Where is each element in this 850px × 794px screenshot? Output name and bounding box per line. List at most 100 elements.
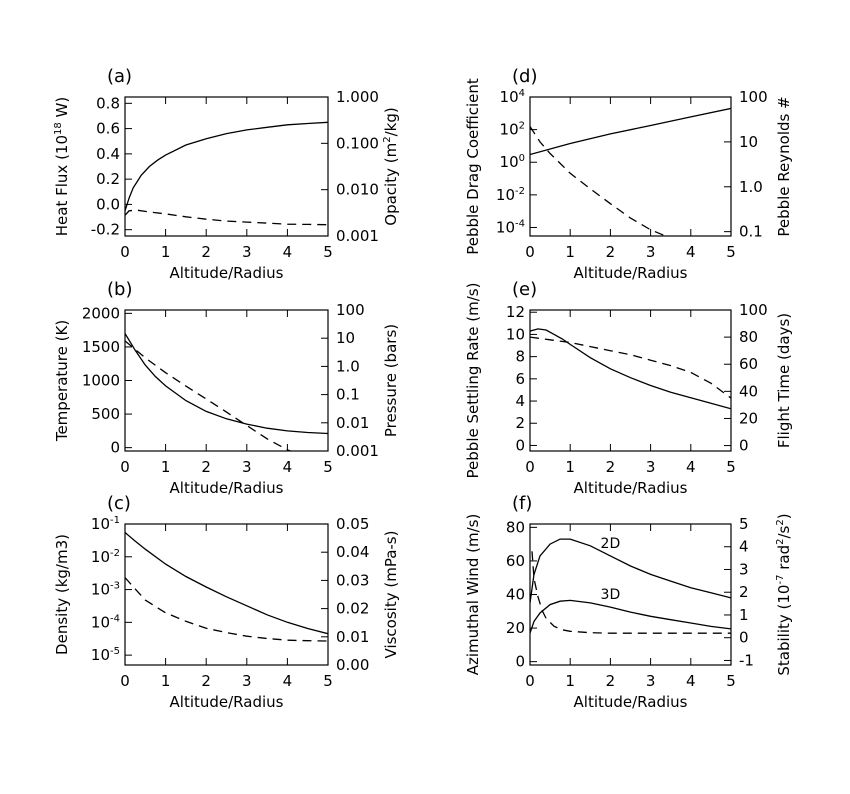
panel-label: (f): [512, 493, 532, 514]
series-temperature: [125, 333, 328, 435]
panel-e: (e)0 1 2 3 4 5Altitude/Radius0246810120204060…: [464, 279, 793, 497]
right-axis-label: Pebble Reynolds #: [775, 96, 793, 236]
right-axis-label: Opacity (m2/kg): [382, 107, 400, 225]
left-axis-label: Heat Flux (1018 W): [53, 97, 71, 236]
left-tick-label: 60: [506, 552, 525, 570]
left-tick-label: 6: [515, 370, 525, 388]
x-tick-label: 2: [606, 243, 616, 261]
series-opacity: [125, 209, 328, 226]
right-tick-label: 0.01: [336, 414, 369, 432]
right-tick-label: 10: [739, 133, 758, 151]
right-tick-label: 20: [739, 409, 758, 427]
right-tick-label: 0: [739, 629, 749, 647]
left-tick-label: 2000: [82, 304, 120, 322]
right-tick-label: 0.05: [336, 515, 369, 533]
x-tick-label: 4: [686, 458, 696, 476]
left-tick-label: 100: [500, 153, 525, 171]
right-tick-label: 0.02: [336, 600, 369, 618]
right-tick-label: 0.001: [336, 442, 379, 460]
annotation-2d: 2D: [601, 536, 621, 552]
x-tick-label: 3: [646, 458, 656, 476]
left-tick-label: 102: [500, 121, 525, 139]
left-tick-label: 10-4: [91, 613, 120, 631]
series-reynolds-number: [530, 126, 669, 236]
left-tick-label: 80: [506, 518, 525, 536]
series-settling-rate: [530, 328, 731, 410]
left-tick-label: 1000: [82, 372, 120, 390]
x-tick-label: 4: [686, 243, 696, 261]
panel-label: (a): [107, 66, 132, 87]
x-tick-label: 0: [120, 672, 130, 690]
panel-label: (b): [107, 279, 132, 300]
x-tick-label: 4: [686, 672, 696, 690]
left-tick-label: 10-5: [91, 646, 120, 664]
x-tick-label: 4: [283, 458, 293, 476]
series-viscosity: [125, 577, 328, 642]
left-tick-label: 12: [506, 303, 525, 321]
panel-a: (a) 0 1 2 3 4 5 Altitude/Radius -0.2 0.0 0.2 0.4 0.6…: [53, 66, 400, 282]
right-tick-label: -1: [739, 651, 754, 669]
right-tick-label: 0.1: [739, 223, 763, 241]
left-tick-label: 0.4: [96, 145, 120, 163]
left-tick-label: 500: [91, 405, 120, 423]
panel-f: (f) 0 1 2 3 4 5 Altitude/Radius 0 20 40 60 80 -1 0 1 2 3 4…: [464, 493, 793, 711]
x-axis-label: Altitude/Radius: [170, 693, 284, 711]
x-tick-label: 0: [525, 243, 535, 261]
right-axis-label: Flight Time (days): [775, 313, 793, 448]
left-tick-label: 0: [515, 436, 525, 454]
right-tick-label: 100: [336, 301, 365, 319]
panel-d: (d) 0 1 2 3 4 5 Altitude/Radius 10-4 10-2 100 102 10…: [464, 66, 793, 282]
left-axis-label: Pebble Drag Coefficient: [464, 78, 482, 255]
x-tick-label: 0: [120, 243, 130, 261]
panel-label: (e): [512, 279, 537, 300]
x-axis-label: Altitude/Radius: [574, 693, 688, 711]
right-tick-label: 4: [739, 538, 749, 556]
right-tick-label: 80: [739, 328, 758, 346]
plot-frame: [124, 523, 329, 666]
x-tick-label: 5: [726, 672, 736, 690]
right-tick-label: 1.0: [739, 178, 763, 196]
left-axis-label: Density (kg/m3): [53, 534, 71, 655]
plot-frame: [529, 523, 732, 666]
right-tick-label: 0.01: [336, 628, 369, 646]
left-tick-label: 10-1: [91, 515, 120, 533]
x-tick-label: 0: [525, 458, 535, 476]
left-tick-label: 0.0: [96, 195, 120, 213]
x-tick-label: 0: [525, 672, 535, 690]
left-tick-label: 104: [500, 88, 525, 106]
right-tick-label: 0.03: [336, 571, 369, 589]
x-tick-label: 1: [565, 243, 575, 261]
right-tick-label: 5: [739, 515, 749, 533]
right-tick-label: 2: [739, 583, 749, 601]
plot-frame: [529, 96, 732, 237]
right-tick-label: 40: [739, 382, 758, 400]
x-tick-label: 3: [646, 243, 656, 261]
right-axis-label: Stability (10-7 rad2/s2): [775, 513, 793, 675]
panel-label: (d): [512, 66, 537, 87]
panel-label: (c): [107, 493, 131, 514]
plot-frame: [124, 96, 329, 237]
right-tick-label: 100: [739, 301, 768, 319]
right-tick-label: 1.0: [336, 357, 360, 375]
left-tick-label: 0.2: [96, 170, 120, 188]
left-tick-label: 10-4: [496, 218, 525, 236]
right-tick-label: 0.00: [336, 656, 369, 674]
annotation-3d: 3D: [601, 587, 621, 603]
right-tick-label: 100: [739, 88, 768, 106]
left-tick-label: 10: [506, 325, 525, 343]
plot-frame: [529, 309, 732, 452]
right-tick-label: 0.100: [336, 134, 379, 152]
x-tick-label: 1: [161, 672, 171, 690]
left-tick-label: 0: [110, 439, 120, 457]
x-tick-label: 1: [161, 243, 171, 261]
x-tick-label: 2: [201, 458, 211, 476]
x-tick-label: 4: [283, 672, 293, 690]
left-tick-label: 0.8: [96, 94, 120, 112]
x-tick-label: 5: [726, 243, 736, 261]
right-tick-label: 0.010: [336, 181, 379, 199]
x-tick-label: 5: [323, 458, 333, 476]
series-3d: [530, 599, 731, 634]
plot-frame: [124, 309, 329, 452]
left-tick-label: 10-3: [91, 581, 120, 599]
